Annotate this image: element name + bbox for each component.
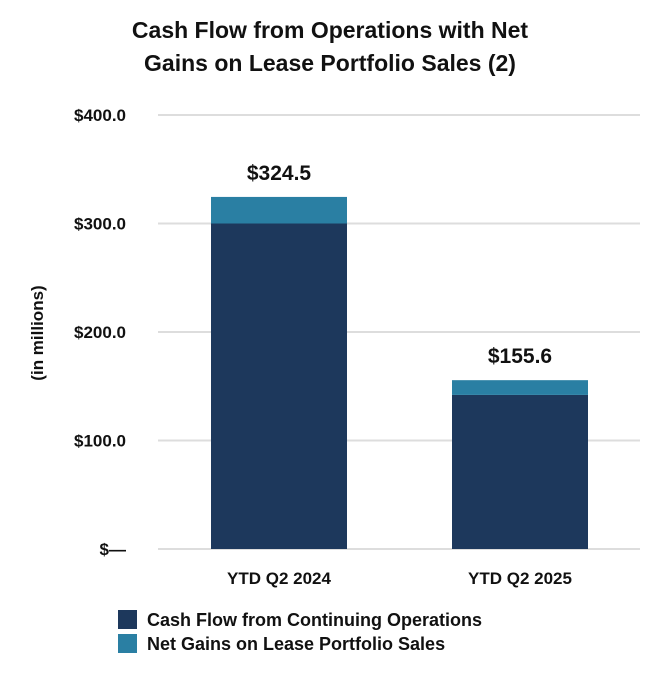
legend-swatch xyxy=(118,610,137,629)
bar-segment xyxy=(211,223,347,549)
legend: Cash Flow from Continuing Operations Net … xyxy=(118,610,482,654)
bar-segment xyxy=(452,394,588,549)
chart-title-line-1: Cash Flow from Operations with Net xyxy=(132,17,528,43)
legend-label: Cash Flow from Continuing Operations xyxy=(147,610,482,630)
bar-segment xyxy=(211,196,347,224)
x-tick-label: YTD Q2 2024 xyxy=(227,569,331,588)
chart-title-line-2: Gains on Lease Portfolio Sales (2) xyxy=(144,50,516,76)
chart-title: Cash Flow from Operations with Net Gains… xyxy=(132,17,528,76)
bar-total-label: $155.6 xyxy=(488,345,552,368)
y-tick-label: $— xyxy=(100,540,126,559)
y-tick-label: $100.0 xyxy=(74,432,126,451)
y-axis-label: (in millions) xyxy=(28,285,47,380)
y-axis-ticks: $— $100.0 $200.0 $300.0 $400.0 xyxy=(74,106,126,559)
bars xyxy=(211,196,588,549)
y-tick-label: $300.0 xyxy=(74,215,126,234)
x-axis-ticks: YTD Q2 2024 YTD Q2 2025 xyxy=(227,569,572,588)
bar-total-label: $324.5 xyxy=(247,162,312,185)
legend-label: Net Gains on Lease Portfolio Sales xyxy=(147,634,445,654)
y-tick-label: $200.0 xyxy=(74,323,126,342)
y-tick-label: $400.0 xyxy=(74,106,126,125)
legend-swatch xyxy=(118,634,137,653)
x-tick-label: YTD Q2 2025 xyxy=(468,569,572,588)
bar-segment xyxy=(452,380,588,395)
data-labels: $324.5 $155.6 xyxy=(247,162,552,368)
